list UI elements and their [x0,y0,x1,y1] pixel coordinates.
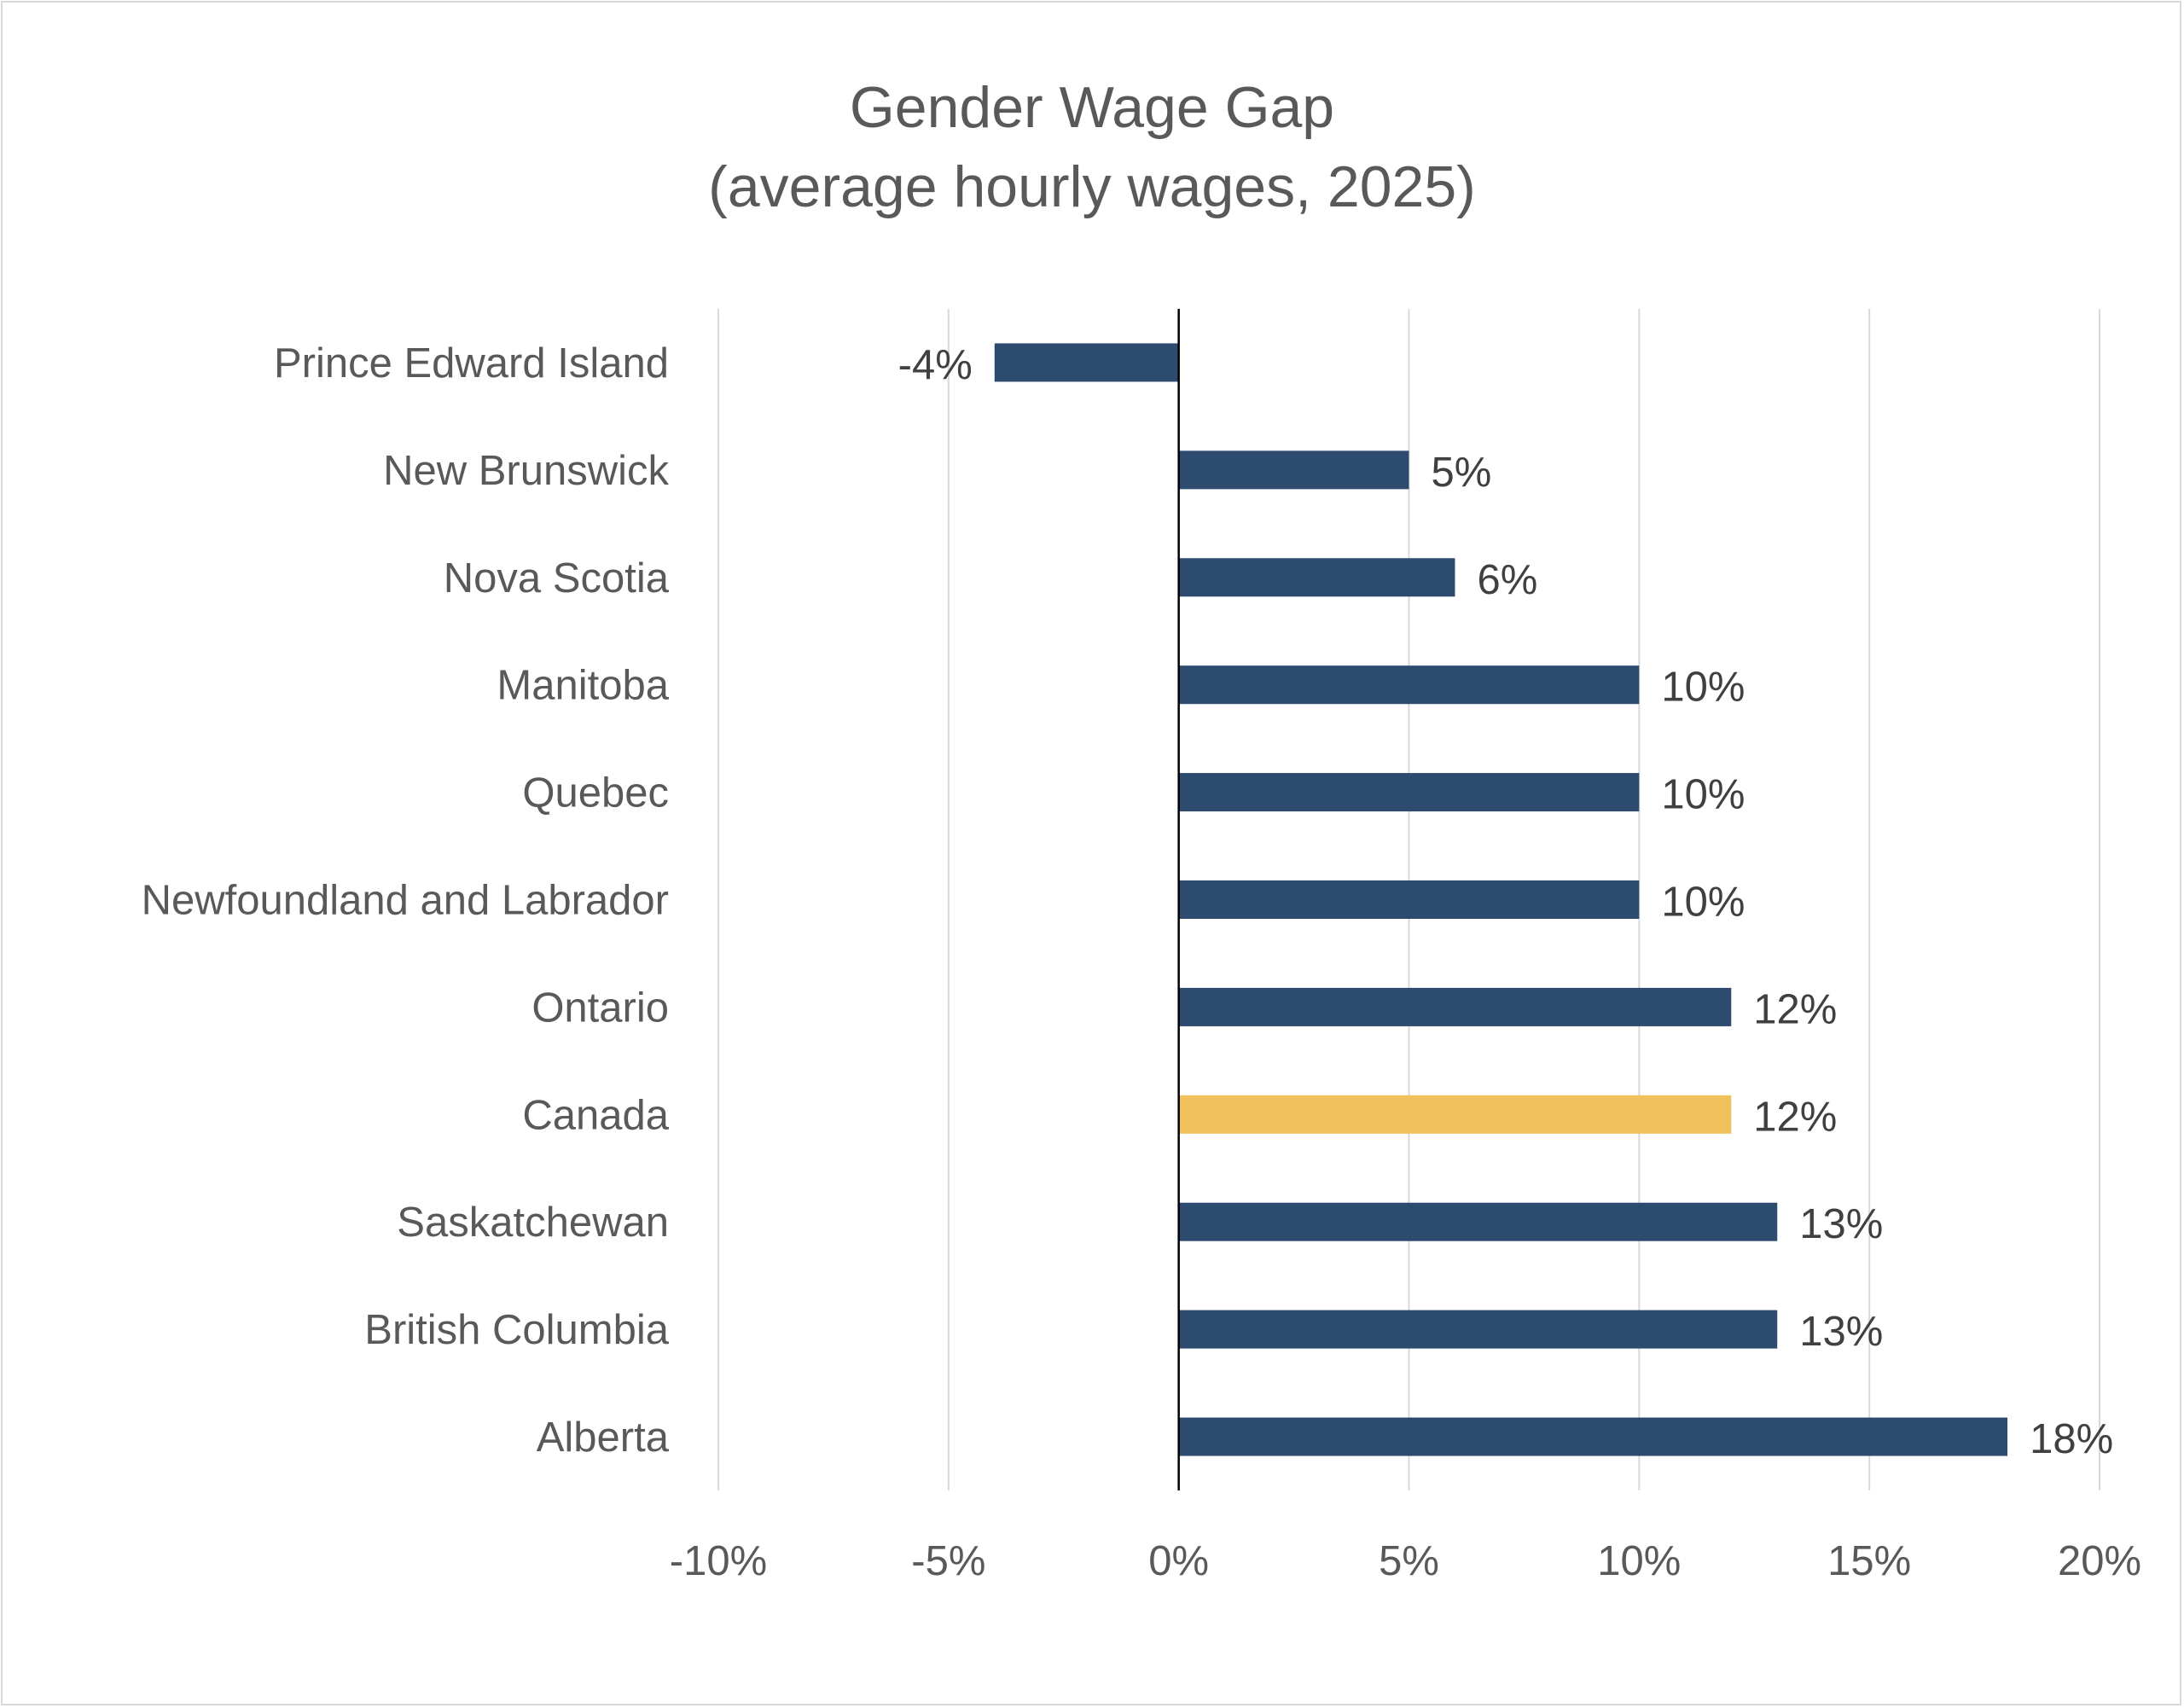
category-label: Newfoundland and Labrador [142,878,669,924]
x-tick-label: 15% [1827,1538,1911,1584]
bar-quebec [1178,773,1640,812]
bar-saskatchewan [1178,1202,1778,1241]
chart-subtitle: (average hourly wages, 2025) [708,154,1476,219]
x-tick-label: -5% [911,1538,985,1584]
category-label: Manitoba [497,663,669,709]
data-label: 12% [1753,1094,1837,1140]
bar-newfoundland-and-labrador [1178,880,1640,919]
category-label: Alberta [537,1415,670,1461]
category-label: Saskatchewan [397,1200,669,1246]
x-tick-label: 20% [2058,1538,2141,1584]
category-label: Canada [522,1092,669,1138]
bar-new-brunswick [1178,450,1409,490]
bar-prince-edward-island [994,343,1179,382]
data-label: 10% [1661,772,1745,818]
category-label: Nova Scotia [444,555,670,601]
data-label: 10% [1661,880,1745,926]
x-tick-label: 0% [1148,1538,1209,1584]
x-tick-label: 10% [1597,1538,1681,1584]
data-label: 13% [1799,1309,1883,1355]
bar-british-columbia [1178,1310,1778,1349]
data-label: 12% [1753,986,1837,1032]
category-label: British Columbia [364,1307,669,1353]
category-label: New Brunswick [383,448,669,494]
category-label: Prince Edward Island [274,340,669,386]
data-label: -4% [898,342,973,388]
data-label: 13% [1799,1201,1883,1247]
data-label: 6% [1477,557,1537,603]
category-label: Quebec [522,770,669,816]
x-tick-label: 5% [1379,1538,1439,1584]
data-label: 5% [1432,450,1492,496]
bar-manitoba [1178,665,1640,705]
chart-title: Gender Wage Gap [849,75,1335,140]
x-tick-label: -10% [670,1538,767,1584]
bar-ontario [1178,987,1732,1026]
bar-nova-scotia [1178,558,1455,597]
data-label: 18% [2030,1416,2113,1462]
bar-canada [1178,1095,1732,1134]
bar-alberta [1178,1417,2008,1456]
data-label: 10% [1661,665,1745,711]
category-label: Ontario [531,985,669,1031]
